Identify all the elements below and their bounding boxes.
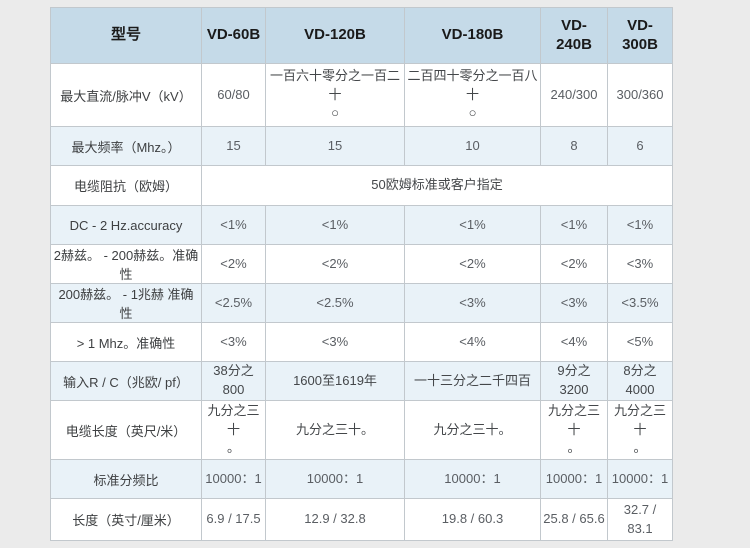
table-row-cable-length: 电缆长度（英尺/米） 九分之三十 。 九分之三十。 九分之三十。 九分之三十 。…	[50, 400, 673, 460]
table-row-division-ratio: 标准分频比 10000：1 10000：1 10000：1 10000：1 10…	[50, 459, 673, 499]
cell-value: 6.9 / 17.5	[201, 498, 266, 541]
table-row-200hz-1mhz-accuracy: 200赫兹。 - 1兆赫 准确性 <2.5% <2.5% <3% <3% <3.…	[50, 283, 673, 323]
table-row-dc-2hz-accuracy: DC - 2 Hz.accuracy <1% <1% <1% <1% <1%	[50, 205, 673, 245]
column-header-vd-120b: VD-120B	[265, 7, 405, 64]
cell-value: 240/300	[540, 63, 608, 127]
table-row-max-frequency: 最大频率（Mhz。） 15 15 10 8 6	[50, 126, 673, 166]
cell-value: <1%	[540, 205, 608, 245]
cell-value: 九分之三十。	[404, 400, 541, 460]
spec-table: 型号 VD-60B VD-120B VD-180B VD-240B VD-300…	[50, 7, 673, 541]
cell-value: 10000：1	[201, 459, 266, 499]
cell-value: <2%	[404, 244, 541, 284]
column-header-model: 型号	[50, 7, 202, 64]
cell-value: 九分之三十 。	[607, 400, 673, 460]
cell-value: <3%	[540, 283, 608, 323]
spec-table-container: 型号 VD-60B VD-120B VD-180B VD-240B VD-300…	[50, 7, 673, 541]
cell-value: 10000：1	[607, 459, 673, 499]
table-row-input-r-c: 输入R / C（兆欧/ pf） 38分之800 1600至1619年 一十三分之…	[50, 361, 673, 401]
cell-value: 15	[265, 126, 405, 166]
cell-value: 九分之三十 。	[201, 400, 266, 460]
row-label: 2赫兹。 - 200赫兹。准确性	[50, 244, 202, 284]
row-label: 长度（英寸/厘米）	[50, 498, 202, 541]
table-row-above-1mhz-accuracy: > 1 Mhz。准确性 <3% <3% <4% <4% <5%	[50, 322, 673, 362]
cell-value: <3%	[265, 322, 405, 362]
row-label: 200赫兹。 - 1兆赫 准确性	[50, 283, 202, 323]
cell-value: 二百四十零分之一百八十 ○	[404, 63, 541, 127]
cell-value: 15	[201, 126, 266, 166]
cell-value: <3%	[404, 283, 541, 323]
column-header-vd-240b: VD-240B	[540, 7, 608, 64]
cell-value: <3.5%	[607, 283, 673, 323]
row-label: > 1 Mhz。准确性	[50, 322, 202, 362]
cell-value: 九分之三十 。	[540, 400, 608, 460]
cell-value: 25.8 / 65.6	[540, 498, 608, 541]
cell-value: <4%	[404, 322, 541, 362]
row-label: 电缆阻抗（欧姆）	[50, 165, 202, 206]
cell-value: 19.8 / 60.3	[404, 498, 541, 541]
cell-value: 一十三分之二千四百	[404, 361, 541, 401]
cell-value: 6	[607, 126, 673, 166]
table-row-max-dc-pulse-voltage: 最大直流/脉冲V（kV） 60/80 一百六十零分之一百二十 ○ 二百四十零分之…	[50, 63, 673, 127]
cell-value: <2%	[201, 244, 266, 284]
header-row: 型号 VD-60B VD-120B VD-180B VD-240B VD-300…	[50, 7, 673, 64]
column-header-vd-60b: VD-60B	[201, 7, 266, 64]
cell-value: <3%	[607, 244, 673, 284]
cell-value: 9分之3200	[540, 361, 608, 401]
cell-value: <1%	[607, 205, 673, 245]
cell-value: 300/360	[607, 63, 673, 127]
cell-value: <2%	[540, 244, 608, 284]
table-row-cable-impedance: 电缆阻抗（欧姆） 50欧姆标准或客户指定	[50, 165, 673, 206]
cell-value: 一百六十零分之一百二十 ○	[265, 63, 405, 127]
table-row-length: 长度（英寸/厘米） 6.9 / 17.5 12.9 / 32.8 19.8 / …	[50, 498, 673, 541]
cell-value: 1600至1619年	[265, 361, 405, 401]
cell-value-merged: 50欧姆标准或客户指定	[201, 165, 673, 206]
cell-value: <2.5%	[201, 283, 266, 323]
cell-value: <1%	[265, 205, 405, 245]
column-header-vd-180b: VD-180B	[404, 7, 541, 64]
cell-value: <4%	[540, 322, 608, 362]
cell-value: <2.5%	[265, 283, 405, 323]
cell-value: 38分之800	[201, 361, 266, 401]
cell-value: 32.7 / 83.1	[607, 498, 673, 541]
cell-value: 10	[404, 126, 541, 166]
table-row-2hz-200hz-accuracy: 2赫兹。 - 200赫兹。准确性 <2% <2% <2% <2% <3%	[50, 244, 673, 284]
cell-value: <1%	[404, 205, 541, 245]
row-label: 标准分频比	[50, 459, 202, 499]
cell-value: 60/80	[201, 63, 266, 127]
cell-value: <2%	[265, 244, 405, 284]
cell-value: <3%	[201, 322, 266, 362]
cell-value: <5%	[607, 322, 673, 362]
cell-value: 8	[540, 126, 608, 166]
column-header-vd-300b: VD-300B	[607, 7, 673, 64]
row-label: 最大频率（Mhz。）	[50, 126, 202, 166]
cell-value: 九分之三十。	[265, 400, 405, 460]
row-label: 电缆长度（英尺/米）	[50, 400, 202, 460]
cell-value: 10000：1	[540, 459, 608, 499]
row-label: DC - 2 Hz.accuracy	[50, 205, 202, 245]
cell-value: 8分之4000	[607, 361, 673, 401]
cell-value: 12.9 / 32.8	[265, 498, 405, 541]
cell-value: 10000：1	[404, 459, 541, 499]
row-label: 输入R / C（兆欧/ pf）	[50, 361, 202, 401]
cell-value: 10000：1	[265, 459, 405, 499]
cell-value: <1%	[201, 205, 266, 245]
row-label: 最大直流/脉冲V（kV）	[50, 63, 202, 127]
